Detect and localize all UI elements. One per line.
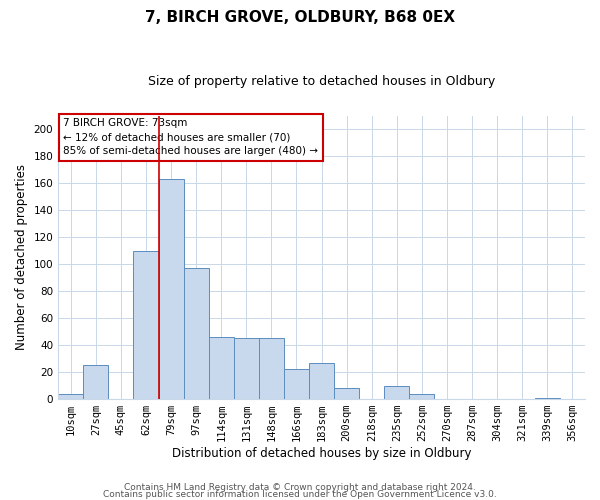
Bar <box>284 370 309 399</box>
Bar <box>133 250 158 399</box>
Bar <box>535 398 560 399</box>
Bar <box>385 386 409 399</box>
Text: 7, BIRCH GROVE, OLDBURY, B68 0EX: 7, BIRCH GROVE, OLDBURY, B68 0EX <box>145 10 455 25</box>
Text: Contains HM Land Registry data © Crown copyright and database right 2024.: Contains HM Land Registry data © Crown c… <box>124 484 476 492</box>
Bar <box>409 394 434 399</box>
Bar <box>209 337 234 399</box>
Bar <box>309 362 334 399</box>
Bar <box>184 268 209 399</box>
Title: Size of property relative to detached houses in Oldbury: Size of property relative to detached ho… <box>148 75 495 88</box>
Bar <box>334 388 359 399</box>
Bar <box>234 338 259 399</box>
Bar <box>259 338 284 399</box>
Bar <box>83 366 109 399</box>
X-axis label: Distribution of detached houses by size in Oldbury: Distribution of detached houses by size … <box>172 447 472 460</box>
Y-axis label: Number of detached properties: Number of detached properties <box>15 164 28 350</box>
Bar <box>158 179 184 399</box>
Text: Contains public sector information licensed under the Open Government Licence v3: Contains public sector information licen… <box>103 490 497 499</box>
Bar <box>58 394 83 399</box>
Text: 7 BIRCH GROVE: 73sqm
← 12% of detached houses are smaller (70)
85% of semi-detac: 7 BIRCH GROVE: 73sqm ← 12% of detached h… <box>64 118 319 156</box>
